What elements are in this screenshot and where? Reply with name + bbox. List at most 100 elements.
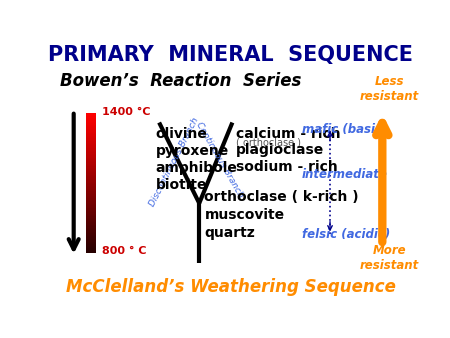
Bar [86, 168, 96, 169]
Bar [86, 176, 96, 177]
Text: quartz: quartz [204, 226, 255, 240]
Text: pyroxene: pyroxene [156, 144, 229, 158]
Bar [86, 243, 96, 244]
Bar [86, 158, 96, 160]
Bar [86, 211, 96, 212]
Bar [86, 205, 96, 207]
Bar [86, 161, 96, 162]
Text: mafic (basic): mafic (basic) [302, 123, 387, 136]
Bar [86, 136, 96, 137]
Bar [86, 152, 96, 154]
Bar [86, 166, 96, 168]
Bar [86, 148, 96, 150]
Bar [86, 126, 96, 127]
Bar [86, 139, 96, 140]
Text: 1400 °C: 1400 °C [102, 107, 150, 117]
Bar [86, 226, 96, 227]
Bar [86, 248, 96, 250]
Bar [86, 231, 96, 232]
Bar [86, 144, 96, 145]
Bar [86, 221, 96, 222]
Bar [86, 119, 96, 120]
Bar [86, 140, 96, 141]
Bar [86, 150, 96, 151]
Bar [86, 233, 96, 235]
Bar [86, 222, 96, 223]
Bar [86, 183, 96, 185]
Bar [86, 240, 96, 242]
Bar [86, 189, 96, 190]
Text: Discontinuous Branch: Discontinuous Branch [148, 116, 200, 208]
Bar [86, 204, 96, 205]
Bar [86, 120, 96, 122]
Bar [86, 212, 96, 214]
Bar [86, 155, 96, 156]
Bar [86, 210, 96, 211]
Bar [86, 170, 96, 172]
Bar [86, 218, 96, 219]
Text: orthoclase ( k-rich ): orthoclase ( k-rich ) [204, 190, 359, 204]
Text: Less
resistant: Less resistant [360, 75, 419, 103]
Bar [86, 201, 96, 202]
Bar [86, 172, 96, 173]
Bar [86, 147, 96, 148]
Bar [86, 191, 96, 193]
Bar [86, 190, 96, 191]
Bar [86, 187, 96, 189]
Bar [86, 165, 96, 166]
Bar [86, 131, 96, 133]
Text: Bowen’s  Reaction  Series: Bowen’s Reaction Series [60, 72, 301, 90]
Bar [86, 251, 96, 253]
Bar [86, 173, 96, 175]
Bar [86, 186, 96, 187]
Bar [86, 129, 96, 130]
Text: Continuous Branch: Continuous Branch [194, 121, 245, 200]
Text: plagioclase: plagioclase [236, 143, 324, 157]
Text: calcium - rich: calcium - rich [236, 127, 341, 141]
Bar [86, 122, 96, 123]
Bar [86, 145, 96, 147]
Text: intermediate: intermediate [302, 168, 388, 181]
Bar [86, 216, 96, 218]
Bar [86, 133, 96, 134]
Bar [86, 197, 96, 198]
Bar [86, 244, 96, 246]
Bar [86, 177, 96, 179]
Text: felsic (acidic): felsic (acidic) [302, 228, 390, 241]
Bar [86, 169, 96, 170]
Bar [86, 194, 96, 196]
Bar [86, 198, 96, 200]
Bar [86, 175, 96, 176]
Bar [86, 229, 96, 231]
Text: amphibole: amphibole [156, 161, 238, 175]
Bar [86, 200, 96, 201]
Text: McClelland’s Weathering Sequence: McClelland’s Weathering Sequence [66, 277, 396, 295]
Text: More
resistant: More resistant [360, 244, 419, 272]
Bar [86, 223, 96, 225]
Bar [86, 214, 96, 215]
Bar [86, 242, 96, 243]
Bar [86, 202, 96, 204]
Bar [86, 137, 96, 139]
Bar [86, 182, 96, 183]
Bar [86, 114, 96, 115]
Bar [86, 180, 96, 182]
Bar [86, 193, 96, 194]
Text: olivine: olivine [156, 127, 207, 141]
Bar [86, 160, 96, 161]
Bar [86, 236, 96, 237]
Bar [86, 164, 96, 165]
Bar [86, 162, 96, 164]
Bar [86, 141, 96, 143]
Text: PRIMARY  MINERAL  SEQUENCE: PRIMARY MINERAL SEQUENCE [48, 45, 413, 65]
Bar [86, 151, 96, 152]
Bar [86, 134, 96, 136]
Text: biotite: biotite [156, 178, 207, 192]
Bar [86, 235, 96, 236]
Bar [86, 237, 96, 239]
Bar [86, 185, 96, 186]
Bar [86, 208, 96, 210]
Bar [86, 219, 96, 221]
Bar [86, 246, 96, 247]
Bar [86, 227, 96, 229]
